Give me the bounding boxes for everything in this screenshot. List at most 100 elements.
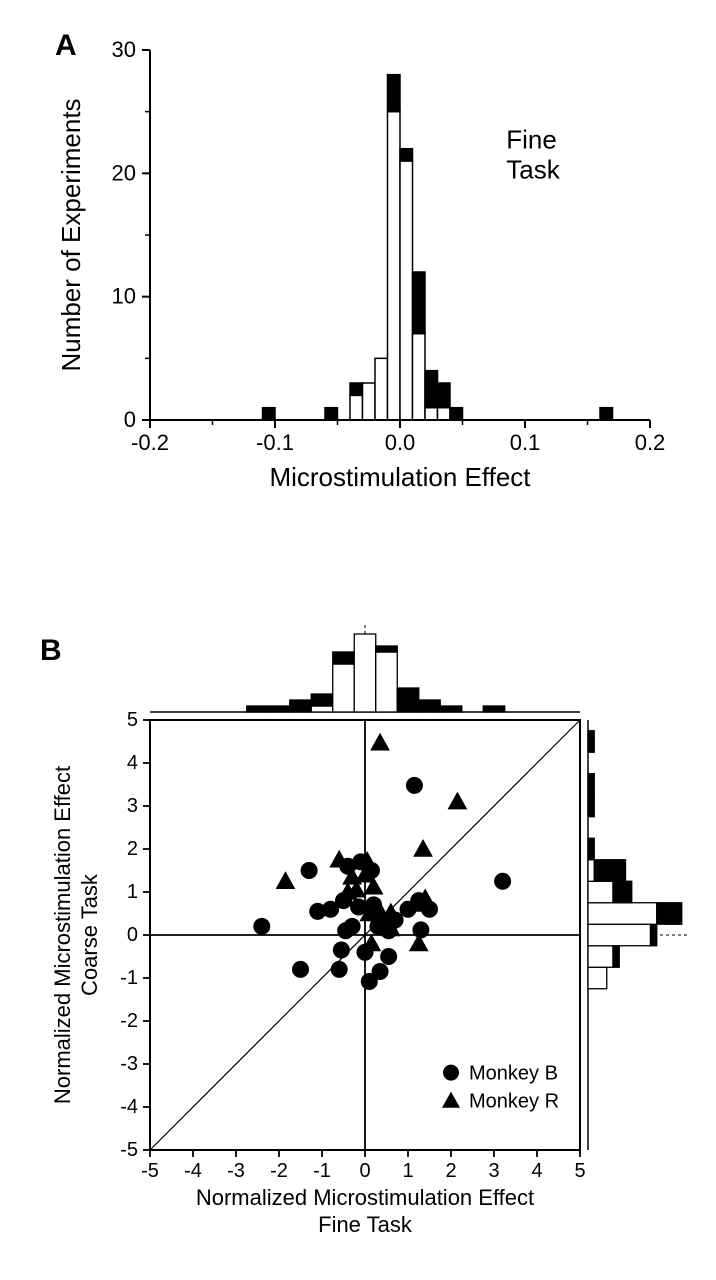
hist-bar-solid <box>388 75 401 112</box>
svg-text:0.0: 0.0 <box>385 430 416 455</box>
svg-text:-5: -5 <box>141 1160 159 1182</box>
right-hist-bar <box>588 946 613 968</box>
scatter-circle <box>413 922 429 938</box>
top-hist-bar <box>247 706 269 712</box>
svg-text:0.1: 0.1 <box>510 430 541 455</box>
legend-marker-circle <box>443 1065 459 1081</box>
annotation-text: Fine <box>506 125 557 155</box>
svg-text:-2: -2 <box>270 1160 288 1182</box>
scatter-circle <box>293 961 309 977</box>
svg-text:-4: -4 <box>120 1096 138 1118</box>
right-hist-bar <box>588 731 594 753</box>
top-hist-bar <box>376 646 398 652</box>
svg-text:-4: -4 <box>184 1160 202 1182</box>
svg-text:4: 4 <box>531 1160 542 1182</box>
scatter-circle <box>254 918 270 934</box>
right-hist-bar <box>613 946 619 968</box>
svg-text:B: B <box>40 634 62 667</box>
scatter-circle <box>301 863 317 879</box>
top-hist-bar <box>376 652 398 712</box>
svg-text:-1: -1 <box>120 967 138 989</box>
scatter-circle <box>351 899 367 915</box>
hist-bar-open <box>413 334 426 420</box>
svg-text:3: 3 <box>127 795 138 817</box>
x-axis-label: Normalized Microstimulation Effect <box>196 1185 534 1210</box>
right-hist-bar <box>613 881 632 903</box>
svg-text:-0.1: -0.1 <box>256 430 294 455</box>
right-hist-bar <box>588 795 594 817</box>
hist-bar-solid <box>413 272 426 334</box>
right-hist-bar <box>594 860 625 882</box>
hist-bar-open <box>425 408 438 420</box>
right-hist-bar <box>657 903 682 925</box>
panel-b: B-5-4-3-2-1012345-5-4-3-2-1012345Normali… <box>40 622 688 1237</box>
legend-label: Monkey R <box>469 1091 559 1113</box>
svg-text:A: A <box>55 29 77 62</box>
svg-text:-0.2: -0.2 <box>131 430 169 455</box>
svg-text:1: 1 <box>127 881 138 903</box>
hist-bar-open <box>388 112 401 420</box>
y-axis-label: Number of Experiments <box>56 98 86 371</box>
top-hist-bar <box>397 688 419 712</box>
svg-text:0.2: 0.2 <box>635 430 666 455</box>
x-axis-label: Microstimulation Effect <box>269 462 531 492</box>
svg-text:-2: -2 <box>120 1010 138 1032</box>
svg-text:10: 10 <box>112 284 136 309</box>
right-hist-bar <box>588 967 607 989</box>
svg-text:20: 20 <box>112 160 136 185</box>
svg-text:3: 3 <box>488 1160 499 1182</box>
hist-bar-solid <box>600 408 613 420</box>
top-hist-bar <box>311 706 333 712</box>
right-hist-bar <box>588 838 594 860</box>
hist-bar-solid <box>438 383 451 408</box>
hist-bar-open <box>375 358 388 420</box>
hist-bar-open <box>350 395 363 420</box>
hist-bar-solid <box>350 383 363 395</box>
right-hist-bar <box>588 903 657 925</box>
panel-a: A-0.2-0.10.00.10.20102030Microstimulatio… <box>55 29 665 492</box>
svg-text:5: 5 <box>574 1160 585 1182</box>
top-hist-bar <box>333 664 355 712</box>
svg-text:0: 0 <box>127 924 138 946</box>
hist-bar-open <box>438 408 451 420</box>
right-hist-bar <box>588 881 613 903</box>
svg-text:-5: -5 <box>120 1139 138 1161</box>
x-axis-label: Fine Task <box>318 1212 413 1237</box>
top-hist-bar <box>419 700 441 712</box>
scatter-circle <box>406 777 422 793</box>
svg-text:-3: -3 <box>120 1053 138 1075</box>
legend-marker-triangle <box>442 1092 460 1108</box>
right-hist-bar <box>588 924 651 946</box>
hist-bar-open <box>400 161 413 420</box>
svg-text:-3: -3 <box>227 1160 245 1182</box>
top-hist-bar <box>311 694 333 706</box>
scatter-circle <box>331 961 347 977</box>
top-hist-bar <box>440 706 462 712</box>
hist-bar-solid <box>425 371 438 408</box>
hist-bar-solid <box>400 149 413 161</box>
hist-bar-solid <box>450 408 463 420</box>
top-hist-bar <box>483 706 505 712</box>
hist-bar-open <box>363 383 376 420</box>
hist-bar-solid <box>263 408 276 420</box>
right-hist-bar <box>651 924 657 946</box>
scatter-circle <box>381 949 397 965</box>
scatter-triangle <box>371 734 389 750</box>
svg-text:5: 5 <box>127 709 138 731</box>
svg-text:0: 0 <box>124 407 136 432</box>
scatter-circle <box>372 964 388 980</box>
scatter-circle <box>495 873 511 889</box>
legend-label: Monkey B <box>469 1063 558 1085</box>
top-hist-bar <box>268 706 290 712</box>
hist-bar-solid <box>325 408 338 420</box>
svg-text:2: 2 <box>445 1160 456 1182</box>
right-hist-bar <box>588 860 594 882</box>
svg-text:2: 2 <box>127 838 138 860</box>
svg-text:-1: -1 <box>313 1160 331 1182</box>
right-hist-bar <box>588 774 594 796</box>
figure-svg: A-0.2-0.10.00.10.20102030Microstimulatio… <box>0 0 716 1280</box>
annotation-text: Task <box>506 155 560 185</box>
scatter-triangle <box>448 793 466 809</box>
scatter-circle <box>344 918 360 934</box>
scatter-circle <box>333 942 349 958</box>
